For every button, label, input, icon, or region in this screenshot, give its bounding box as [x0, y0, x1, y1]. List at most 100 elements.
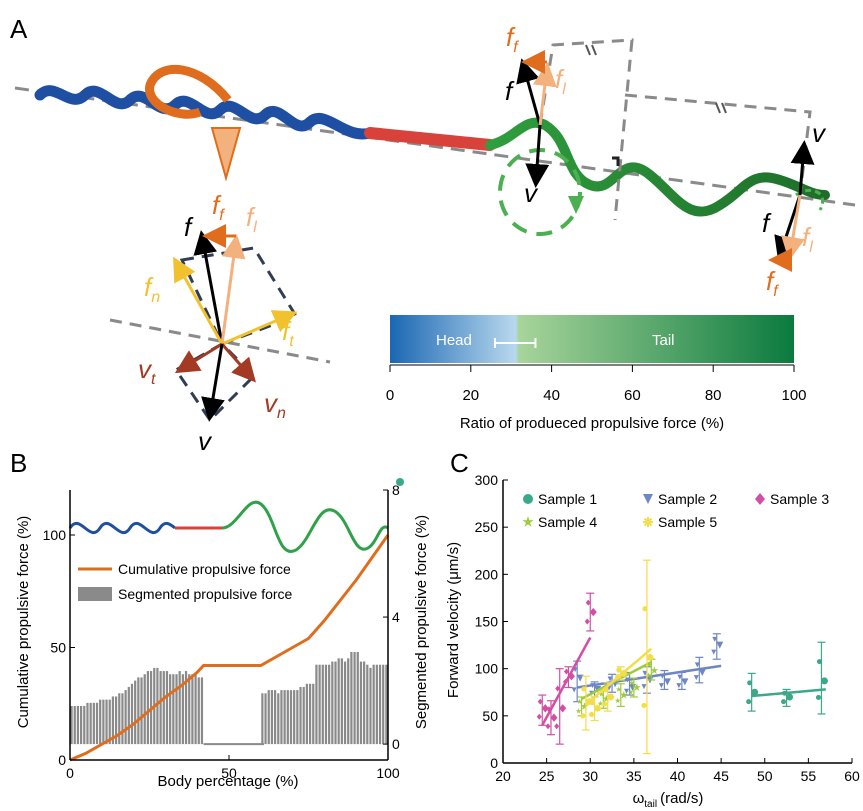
segmented-bar [363, 661, 366, 745]
segmented-bar [353, 652, 356, 745]
b-y2tick-label: 0 [392, 736, 400, 752]
data-point [563, 668, 569, 675]
segmented-bar [83, 706, 86, 745]
segmented-bar [130, 683, 134, 745]
label-ft: ft [282, 316, 294, 350]
label-f: f [184, 212, 194, 242]
data-point [585, 698, 593, 706]
colorbar-tick-label: 0 [386, 387, 394, 404]
segmented-bar [178, 671, 181, 745]
head-rotation-arrow [145, 65, 232, 119]
segmented-bar [375, 664, 378, 745]
legend-marker [755, 493, 765, 505]
data-point [646, 653, 654, 661]
cumulative-line [69, 534, 390, 762]
worm-head [34, 85, 376, 140]
label-v-tail: v [812, 118, 827, 148]
arrow-f-mid [516, 58, 542, 126]
tail-rotation-arrowhead [568, 196, 584, 214]
tail-rotation-circle [498, 148, 582, 236]
segmented-bar [264, 693, 267, 745]
b-y2tick-label: 4 [392, 609, 400, 625]
segmented-bar [382, 664, 385, 745]
corner-dot [396, 478, 404, 486]
segmented-bar [340, 658, 343, 745]
data-point [629, 679, 635, 686]
legend-label: Sample 5 [658, 514, 717, 530]
data-point [584, 618, 590, 625]
segmented-bar [86, 702, 89, 745]
segmented-bar [102, 699, 105, 745]
segmented-bar [286, 690, 289, 745]
data-point [614, 697, 621, 704]
data-point [712, 636, 718, 642]
data-point [619, 690, 628, 699]
data-point [693, 675, 699, 681]
worm-neck [364, 127, 496, 151]
segmented-bar [105, 699, 108, 745]
segmented-bar [124, 690, 127, 745]
segmented-bar [111, 696, 115, 745]
c-ytick-label: 250 [475, 519, 499, 535]
b-legend: Cumulative propulsive force Segmented pr… [78, 561, 293, 602]
legend-marker [523, 494, 533, 504]
arrow-fl-tail [781, 194, 805, 261]
b-ytick-label: 0 [58, 752, 66, 768]
legend-label-segmented: Segmented propulsive force [118, 586, 293, 602]
legend-swatch-segmented [78, 587, 112, 601]
colorbar-tick-label: 60 [624, 387, 641, 404]
label-f-tail: f [762, 208, 772, 238]
data-point [641, 702, 647, 708]
data-point [650, 666, 659, 674]
legend-label: Sample 1 [538, 491, 597, 507]
label-v: v [198, 426, 213, 456]
segmented-bar [121, 693, 124, 745]
data-point [751, 688, 759, 696]
legend-label: Sample 3 [770, 491, 829, 507]
c-xtick-label: 40 [670, 768, 686, 784]
segmented-bar [267, 690, 270, 745]
segmented-bar [302, 686, 305, 745]
segmented-bar [289, 690, 293, 745]
data-point [537, 698, 543, 705]
data-point [550, 713, 558, 722]
data-point [598, 691, 605, 697]
segmented-bar [372, 664, 375, 745]
segmented-bar [169, 674, 172, 745]
colorbar-head-label: Head [436, 332, 472, 349]
data-point [567, 672, 575, 681]
segmented-bar [366, 664, 369, 745]
segmented-bar [184, 671, 188, 745]
segmented-bar [337, 658, 340, 745]
segmented-bar [356, 652, 359, 745]
data-point [646, 661, 653, 668]
legend-label: Sample 4 [538, 514, 597, 530]
data-point [571, 687, 577, 693]
data-point [781, 699, 787, 705]
data-point [681, 678, 689, 686]
b-y2tick-label: 8 [392, 482, 400, 498]
segmented-bar [134, 680, 137, 745]
body-schematic-tail [221, 500, 389, 553]
colorbar-tick-label: 20 [462, 387, 479, 404]
c-xtick-label: 35 [626, 768, 642, 784]
label-fl: fl [246, 202, 257, 236]
colorbar-tail-label: Tail [652, 332, 675, 349]
segmented-bar [76, 706, 80, 745]
segmented-bar [99, 699, 102, 745]
data-point [625, 677, 631, 683]
legend-marker [522, 516, 534, 527]
arrow-v [201, 343, 225, 422]
label-fn: fn [144, 272, 160, 306]
segmented-bar [73, 706, 76, 745]
arrow-v-tail [790, 140, 815, 196]
legend-marker [643, 494, 653, 504]
panel-b: B Body percentage (%) Cumulative propuls… [10, 448, 430, 790]
data-point [815, 694, 821, 700]
segmented-bar [188, 674, 191, 745]
segmented-bar [159, 671, 162, 745]
panel-label-b: B [10, 448, 27, 478]
data-point [559, 704, 567, 713]
data-point [677, 674, 683, 680]
data-point [641, 684, 647, 690]
